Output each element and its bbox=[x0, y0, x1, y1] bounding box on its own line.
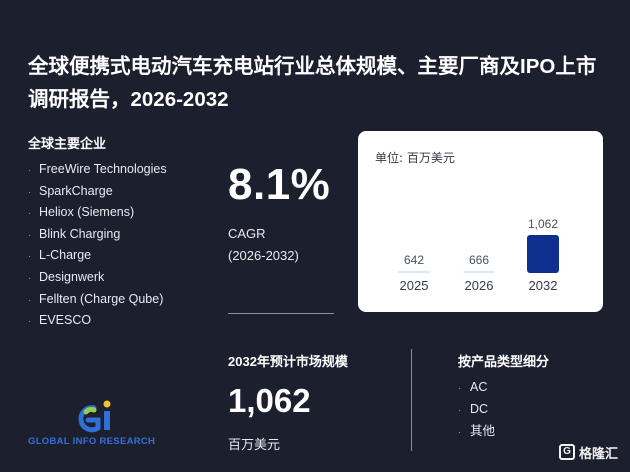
bullet-icon: · bbox=[28, 316, 32, 328]
player-name: Blink Charging bbox=[39, 226, 121, 241]
bullet-icon: · bbox=[458, 427, 462, 438]
bullet-icon: · bbox=[458, 405, 462, 416]
list-item: · Heliox (Siemens) bbox=[28, 202, 167, 224]
list-item: · Blink Charging bbox=[28, 224, 167, 246]
bullet-icon: · bbox=[28, 272, 32, 284]
list-item: · EVESCO bbox=[28, 310, 167, 332]
category-label: 2026 bbox=[465, 278, 494, 293]
bullet-icon: · bbox=[28, 186, 32, 198]
bullet-icon: · bbox=[28, 229, 32, 241]
bullet-icon: · bbox=[458, 383, 462, 394]
list-item: · DC bbox=[458, 398, 495, 420]
segment-name: 其他 bbox=[470, 424, 496, 438]
value-label: 1,062 bbox=[528, 217, 558, 231]
gir-logo-icon bbox=[78, 400, 111, 433]
bullet-icon: · bbox=[28, 208, 32, 220]
list-item: · Designwerk bbox=[28, 267, 167, 289]
vertical-divider bbox=[411, 349, 412, 451]
cagr-label: CAGR bbox=[228, 226, 266, 241]
divider bbox=[228, 313, 334, 314]
list-item: · FreeWire Technologies bbox=[28, 159, 167, 181]
bullet-icon: · bbox=[28, 294, 32, 306]
list-item: · 其他 bbox=[458, 420, 495, 442]
market-size-chart: 642 2025 666 2026 1,062 2032 单位: 百万美元 bbox=[358, 131, 603, 312]
list-item: · SparkCharge bbox=[28, 181, 167, 203]
watermark-text: 格隆汇 bbox=[578, 445, 618, 461]
key-players-list: · FreeWire Technologies · SparkCharge · Hel… bbox=[28, 159, 167, 332]
player-name: EVESCO bbox=[39, 313, 92, 328]
segment-heading: 按产品类型细分 bbox=[458, 354, 550, 369]
list-item: · L-Charge bbox=[28, 245, 167, 267]
g-logo-icon: G bbox=[558, 444, 575, 460]
segment-name: DC bbox=[470, 402, 489, 416]
key-players-heading: 全球主要企业 bbox=[28, 136, 107, 151]
player-name: SparkCharge bbox=[39, 183, 113, 198]
value-label: 642 bbox=[404, 253, 424, 267]
bullet-icon: · bbox=[28, 165, 32, 176]
watermark: G 格隆汇 bbox=[558, 442, 618, 462]
player-name: L-Charge bbox=[39, 248, 92, 263]
player-name: FreeWire Technologies bbox=[39, 162, 167, 176]
logo-text: GLOBAL INFO RESEARCH bbox=[28, 436, 156, 447]
category-label: 2025 bbox=[400, 278, 429, 293]
bar-2026 bbox=[463, 271, 495, 273]
unit-label: 单位: 百万美元 bbox=[375, 151, 455, 165]
market-size-unit: 百万美元 bbox=[228, 437, 281, 452]
cagr-period: (2026-2032) bbox=[228, 248, 299, 263]
list-item: · Fellten (Charge Qube) bbox=[28, 289, 167, 311]
list-item: · AC bbox=[458, 376, 495, 398]
segment-list: · AC · DC · 其他 bbox=[458, 376, 495, 442]
bullet-icon: · bbox=[28, 251, 32, 263]
market-size-value: 1,062 bbox=[228, 382, 311, 419]
cagr-value: 8.1% bbox=[228, 160, 331, 209]
bar-2025 bbox=[398, 271, 430, 273]
market-size-heading: 2032年预计市场规模 bbox=[228, 354, 348, 369]
value-label: 666 bbox=[469, 253, 489, 267]
category-label: 2032 bbox=[529, 278, 558, 293]
segment-name: AC bbox=[470, 380, 488, 394]
player-name: Designwerk bbox=[39, 269, 105, 284]
bar-chart: 642 2025 666 2026 1,062 2032 bbox=[398, 217, 559, 293]
report-title: 全球便携式电动汽车充电站行业总体规模、主要厂商及IPO上市调研报告，2026-2… bbox=[28, 55, 597, 111]
player-name: Heliox (Siemens) bbox=[39, 205, 135, 220]
player-name: Fellten (Charge Qube) bbox=[39, 291, 164, 306]
bar-2032 bbox=[527, 235, 559, 273]
